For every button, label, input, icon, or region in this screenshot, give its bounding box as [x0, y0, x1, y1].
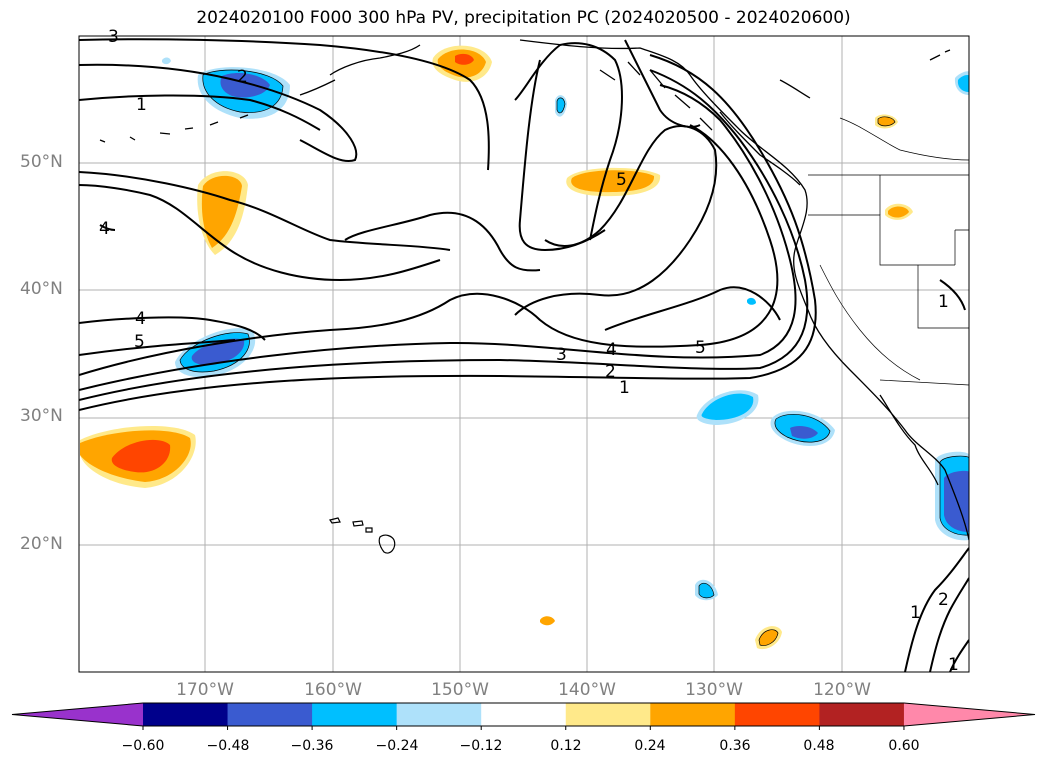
contour-label: 2	[605, 362, 616, 382]
contour-label: 5	[616, 170, 627, 190]
colorbar-extend-high	[903, 703, 1035, 726]
contour-label: 3	[108, 27, 119, 47]
colorbar-segment	[481, 703, 567, 726]
precip-blob	[790, 425, 818, 439]
colorbar-segment	[650, 703, 736, 726]
contour-label: 3	[556, 345, 567, 365]
precip-blob	[162, 57, 171, 65]
colorbar-segment	[565, 703, 651, 726]
colorbar-tick-label: −0.24	[375, 738, 419, 754]
colorbar-segment	[227, 703, 313, 726]
longitude-label: 160°W	[304, 680, 362, 700]
longitude-label: 170°W	[176, 680, 234, 700]
coastlines	[99, 39, 969, 541]
contour-label: 2	[237, 67, 248, 87]
colorbar-tick-label: 0.36	[719, 738, 751, 754]
contour-label: 1	[136, 95, 147, 115]
colorbar-tick-label: −0.36	[290, 738, 334, 754]
colorbar-segment	[312, 703, 398, 726]
contour-label: 4	[135, 309, 146, 329]
contour-labels: 2 1 3 4 4 5 5 3 4 5 2 1 1 1 2 1	[99, 27, 959, 675]
longitude-label: 120°W	[813, 680, 871, 700]
colorbar-segment	[734, 703, 820, 726]
colorbar-segment	[819, 703, 905, 726]
contour-label: 4	[606, 340, 617, 360]
latitude-label: 40°N	[20, 279, 63, 299]
precip-blob	[957, 75, 969, 92]
colorbar-segment	[396, 703, 482, 726]
latitude-label: 50°N	[20, 152, 63, 172]
hawaii-islands	[329, 517, 396, 554]
pv-contours	[79, 38, 969, 672]
precip-blob	[191, 338, 245, 366]
latitude-label: 30°N	[20, 406, 63, 426]
precip-blob	[571, 170, 655, 193]
precip-blob	[888, 206, 909, 218]
colorbar-tick-label: 0.12	[550, 738, 582, 754]
contour-label: 5	[134, 332, 145, 352]
precip-blob	[557, 97, 565, 113]
colorbar-extend-low	[12, 703, 143, 726]
state-borders	[808, 117, 969, 386]
contour-label: 1	[948, 655, 959, 675]
contour-label: 2	[938, 590, 949, 610]
latitude-label: 20°N	[20, 534, 63, 554]
precip-outlines	[179, 69, 969, 646]
colorbar-segment	[143, 703, 229, 726]
longitude-label: 140°W	[558, 680, 616, 700]
precip-blob	[540, 616, 555, 626]
contour-label: 4	[99, 219, 110, 239]
precip-blob	[455, 53, 474, 65]
colorbar-tick-label: −0.60	[121, 738, 165, 754]
contour-label: 5	[695, 338, 706, 358]
precip-blob	[747, 297, 756, 305]
colorbar-tick-label: 0.24	[634, 738, 666, 754]
longitude-label: 150°W	[431, 680, 489, 700]
precip-positive-shading	[80, 45, 913, 650]
precip-blob	[701, 393, 754, 420]
contour-label: 1	[619, 378, 630, 398]
colorbar-tick-label: −0.12	[459, 738, 503, 754]
precip-blob	[201, 175, 242, 248]
precip-blob	[878, 116, 895, 126]
plot-frame	[78, 35, 970, 673]
colorbar-tick-label: −0.48	[206, 738, 250, 754]
colorbar-tick-label: 0.48	[803, 738, 835, 754]
contour-label: 1	[938, 292, 949, 312]
precip-negative-shading	[162, 57, 969, 601]
map-title: 2024020100 F000 300 hPa PV, precipitatio…	[196, 8, 851, 28]
precip-blob	[111, 439, 171, 473]
colorbar	[11, 702, 1036, 730]
colorbar-tick-label: 0.60	[888, 738, 920, 754]
longitude-label: 130°W	[685, 680, 743, 700]
contour-label: 1	[910, 603, 921, 623]
precip-blob	[759, 629, 778, 646]
